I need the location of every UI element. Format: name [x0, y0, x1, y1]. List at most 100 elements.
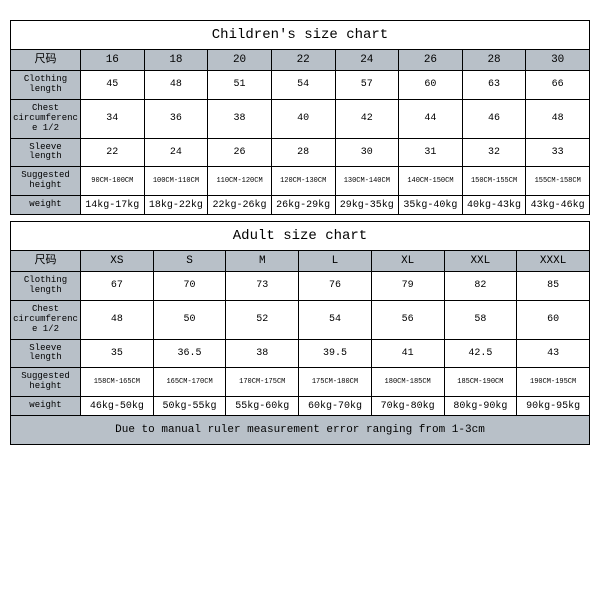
- header-label: 尺码: [11, 50, 81, 71]
- cell: 41: [371, 339, 444, 368]
- row-label: Sleeve length: [11, 339, 81, 368]
- measurement-note: Due to manual ruler measurement error ra…: [11, 416, 590, 445]
- cell: 52: [226, 300, 299, 339]
- cell: 73: [226, 272, 299, 301]
- row-label: weight: [11, 196, 81, 215]
- cell: 79: [371, 272, 444, 301]
- cell: 155CM-158CM: [526, 167, 590, 196]
- row-label: Chest circumference 1/2: [11, 300, 81, 339]
- cell: 42.5: [444, 339, 517, 368]
- cell: 31: [399, 138, 463, 167]
- table-row: Clothing length 67 70 73 76 79 82 85: [11, 272, 590, 301]
- children-title: Children's size chart: [11, 21, 590, 50]
- cell: 60: [399, 71, 463, 100]
- note-row: Due to manual ruler measurement error ra…: [11, 416, 590, 445]
- cell: 24: [144, 138, 208, 167]
- table-row: Clothing length 45 48 51 54 57 60 63 66: [11, 71, 590, 100]
- table-row: Sleeve length 22 24 26 28 30 31 32 33: [11, 138, 590, 167]
- size-col: 26: [399, 50, 463, 71]
- cell: 50kg-55kg: [153, 397, 226, 416]
- cell: 60kg-70kg: [299, 397, 372, 416]
- cell: 90CM-100CM: [81, 167, 145, 196]
- cell: 48: [144, 71, 208, 100]
- row-label: Chest circumference 1/2: [11, 99, 81, 138]
- cell: 28: [271, 138, 335, 167]
- table-row: Suggested height 158CM-165CM 165CM-170CM…: [11, 368, 590, 397]
- size-col: XS: [81, 251, 154, 272]
- cell: 40kg-43kg: [462, 196, 526, 215]
- table-row: weight 14kg-17kg 18kg-22kg 22kg-26kg 26k…: [11, 196, 590, 215]
- cell: 18kg-22kg: [144, 196, 208, 215]
- cell: 36.5: [153, 339, 226, 368]
- row-label: Clothing length: [11, 272, 81, 301]
- cell: 165CM-170CM: [153, 368, 226, 397]
- cell: 35kg-40kg: [399, 196, 463, 215]
- cell: 76: [299, 272, 372, 301]
- table-row: Sleeve length 35 36.5 38 39.5 41 42.5 43: [11, 339, 590, 368]
- cell: 70kg-80kg: [371, 397, 444, 416]
- size-col: 18: [144, 50, 208, 71]
- header-label: 尺码: [11, 251, 81, 272]
- cell: 43kg-46kg: [526, 196, 590, 215]
- size-col: 24: [335, 50, 399, 71]
- cell: 150CM-155CM: [462, 167, 526, 196]
- cell: 46kg-50kg: [81, 397, 154, 416]
- cell: 44: [399, 99, 463, 138]
- cell: 70: [153, 272, 226, 301]
- cell: 55kg-60kg: [226, 397, 299, 416]
- row-label: Sleeve length: [11, 138, 81, 167]
- size-col: 20: [208, 50, 272, 71]
- size-col: 30: [526, 50, 590, 71]
- size-col: M: [226, 251, 299, 272]
- cell: 90kg-95kg: [517, 397, 590, 416]
- adult-title-row: Adult size chart: [11, 222, 590, 251]
- cell: 48: [81, 300, 154, 339]
- table-row: Chest circumference 1/2 48 50 52 54 56 5…: [11, 300, 590, 339]
- size-col: XL: [371, 251, 444, 272]
- row-label: Clothing length: [11, 71, 81, 100]
- cell: 48: [526, 99, 590, 138]
- size-col: XXXL: [517, 251, 590, 272]
- cell: 190CM-195CM: [517, 368, 590, 397]
- cell: 110CM-120CM: [208, 167, 272, 196]
- cell: 36: [144, 99, 208, 138]
- cell: 22: [81, 138, 145, 167]
- cell: 51: [208, 71, 272, 100]
- cell: 50: [153, 300, 226, 339]
- cell: 46: [462, 99, 526, 138]
- cell: 82: [444, 272, 517, 301]
- size-charts: Children's size chart 尺码 16 18 20 22 24 …: [0, 0, 600, 461]
- cell: 26: [208, 138, 272, 167]
- adult-header-row: 尺码 XS S M L XL XXL XXXL: [11, 251, 590, 272]
- cell: 30: [335, 138, 399, 167]
- cell: 38: [208, 99, 272, 138]
- size-col: 16: [81, 50, 145, 71]
- row-label: weight: [11, 397, 81, 416]
- cell: 33: [526, 138, 590, 167]
- cell: 60: [517, 300, 590, 339]
- cell: 158CM-165CM: [81, 368, 154, 397]
- size-col: L: [299, 251, 372, 272]
- cell: 34: [81, 99, 145, 138]
- size-col: 28: [462, 50, 526, 71]
- table-row: weight 46kg-50kg 50kg-55kg 55kg-60kg 60k…: [11, 397, 590, 416]
- cell: 130CM-140CM: [335, 167, 399, 196]
- children-title-row: Children's size chart: [11, 21, 590, 50]
- cell: 185CM-190CM: [444, 368, 517, 397]
- cell: 54: [271, 71, 335, 100]
- cell: 39.5: [299, 339, 372, 368]
- table-row: Chest circumference 1/2 34 36 38 40 42 4…: [11, 99, 590, 138]
- table-row: Suggested height 90CM-100CM 100CM-110CM …: [11, 167, 590, 196]
- cell: 42: [335, 99, 399, 138]
- cell: 26kg-29kg: [271, 196, 335, 215]
- size-col: S: [153, 251, 226, 272]
- cell: 32: [462, 138, 526, 167]
- size-col: XXL: [444, 251, 517, 272]
- cell: 29kg-35kg: [335, 196, 399, 215]
- cell: 100CM-110CM: [144, 167, 208, 196]
- row-label: Suggested height: [11, 167, 81, 196]
- cell: 35: [81, 339, 154, 368]
- cell: 14kg-17kg: [81, 196, 145, 215]
- cell: 58: [444, 300, 517, 339]
- size-col: 22: [271, 50, 335, 71]
